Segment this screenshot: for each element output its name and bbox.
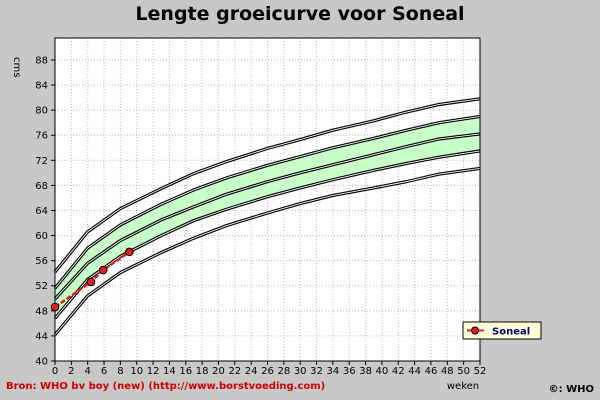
legend-label: Soneal [492, 327, 530, 338]
data-point-soneal [98, 265, 108, 275]
x-tick-label: 4 [85, 366, 91, 377]
chart-title: Lengte groeicurve voor Soneal [135, 3, 464, 25]
series-line-soneal [54, 250, 131, 309]
x-tick-label: 34 [327, 366, 340, 377]
x-axis-label: weken [447, 381, 479, 392]
x-tick-label: 52 [474, 366, 487, 377]
x-tick-label: 16 [179, 366, 192, 377]
x-tick-label: 40 [376, 366, 389, 377]
legend-frame [462, 321, 542, 340]
x-tick-label: 50 [457, 366, 470, 377]
y-axis-label: cms [11, 57, 22, 77]
x-tick-label: 12 [147, 366, 160, 377]
y-tick-label: 84 [35, 81, 48, 92]
data-point-soneal [125, 247, 134, 257]
y-tick-label: 68 [35, 181, 48, 192]
normal-range-band [55, 116, 480, 319]
y-tick-label: 48 [35, 306, 48, 317]
y-tick-label: 80 [35, 106, 48, 117]
x-tick-label: 26 [261, 366, 274, 377]
percentile-curve-p97-inner [54, 98, 481, 273]
x-tick-label: 20 [212, 366, 225, 377]
x-tick-label: 30 [294, 366, 307, 377]
x-tick-label: 18 [196, 366, 209, 377]
x-tick-label: 48 [441, 366, 454, 377]
x-tick-label: 32 [310, 366, 323, 377]
source-text: Bron: WHO bv boy (new) (http://www.borst… [6, 381, 325, 392]
y-tick-label: 72 [35, 156, 48, 167]
x-tick-label: 6 [101, 366, 107, 377]
x-tick-label: 28 [277, 366, 290, 377]
y-tick-label: 88 [35, 55, 48, 66]
x-tick-label: 42 [392, 366, 405, 377]
y-tick-label: 60 [35, 231, 48, 242]
x-tick-label: 14 [163, 366, 176, 377]
x-tick-label: 24 [245, 366, 258, 377]
data-point-soneal [50, 302, 60, 312]
x-tick-label: 36 [343, 366, 356, 377]
y-tick-label: 56 [35, 256, 48, 267]
y-tick-label: 52 [35, 281, 48, 292]
plot-background [55, 38, 480, 361]
x-tick-label: 0 [52, 366, 58, 377]
x-tick-label: 22 [228, 366, 241, 377]
y-tick-label: 44 [35, 331, 48, 342]
y-tick-label: 40 [35, 357, 48, 368]
x-tick-label: 8 [117, 366, 123, 377]
legend: Soneal [462, 321, 542, 340]
x-tick-label: 38 [359, 366, 372, 377]
percentile-curve-p3-inner [54, 168, 481, 335]
copyright-text: ©: WHO [549, 384, 594, 395]
legend-marker [471, 326, 479, 335]
y-tick-label: 76 [35, 131, 48, 142]
x-tick-label: 44 [408, 366, 421, 377]
x-tick-label: 10 [130, 366, 143, 377]
data-point-soneal [86, 277, 96, 287]
percentile-curve-p50-inner [54, 133, 481, 300]
y-tick-label: 64 [35, 206, 48, 217]
x-tick-label: 2 [68, 366, 74, 377]
percentile-curve-p15-inner [54, 150, 481, 319]
percentile-curve-p85-inner [54, 115, 481, 289]
x-tick-label: 46 [425, 366, 438, 377]
